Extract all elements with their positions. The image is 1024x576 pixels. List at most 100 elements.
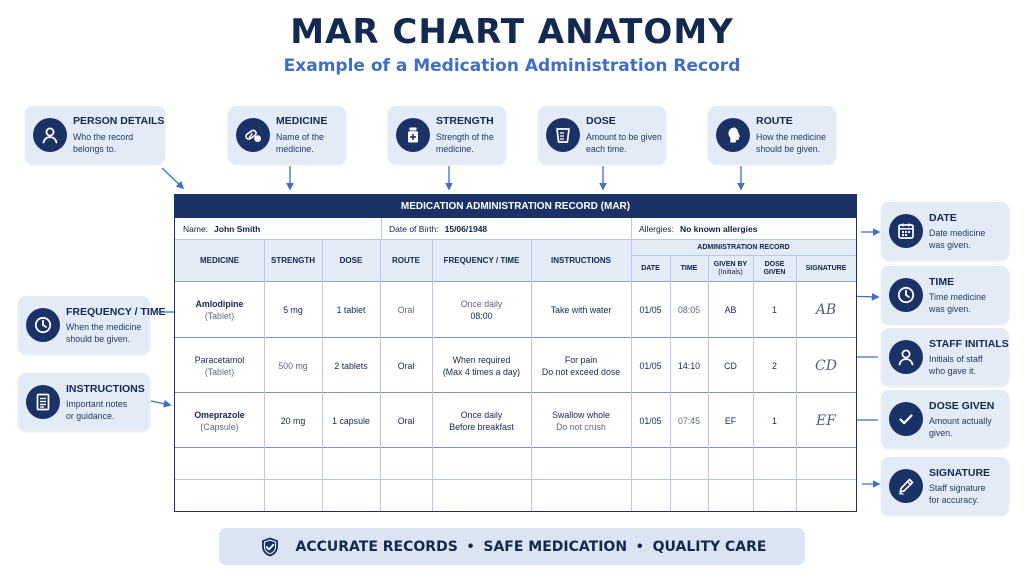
table-row-3-dose: 1 capsule	[332, 415, 370, 426]
callout-desc: Who the record belongs to.	[73, 132, 134, 154]
table-row-3-dose-given: 1	[772, 415, 777, 426]
header-dose-given: DOSE GIVEN	[763, 261, 786, 276]
callout-desc: Time medicine was given.	[929, 292, 986, 314]
allergies-cell: Allergies: No known allergies	[639, 224, 758, 234]
table-row-1-dose: 1 tablet	[336, 305, 366, 315]
clock-icon	[889, 278, 923, 312]
header-given-by: GIVEN BY (Initials)	[713, 261, 748, 276]
table-row-2-date: 01/05	[639, 360, 662, 371]
head-icon	[716, 118, 750, 152]
callout-title: SIGNATURE	[929, 467, 991, 479]
table-row-3-frequency: Once daily Before breakfast	[449, 409, 514, 432]
table-row-3-route: Oral	[397, 415, 415, 426]
footer-banner: ACCURATE RECORDS • SAFE MEDICATION • QUA…	[219, 528, 805, 565]
table-row-1-initials: AB	[724, 305, 737, 315]
table-row-2-instructions: For pain Do not exceed dose	[541, 354, 621, 377]
header-dose: DOSE	[339, 256, 363, 265]
table-row-3-instructions: Swallow whole Do not crush	[552, 409, 610, 432]
callout-title: MEDICINE	[276, 115, 328, 127]
bottle-icon	[396, 118, 430, 152]
callout-person-details: PERSON DETAILS Who the record belongs to.	[25, 106, 165, 164]
table-header-bg	[175, 240, 856, 282]
table-row-3-signature: EF	[816, 412, 836, 429]
table-row-1-medicine: Amlodipine (Tablet)	[195, 299, 244, 321]
callout-time: TIME Time medicine was given.	[881, 266, 1009, 324]
header-administration-record: ADMINISTRATION RECORD	[631, 240, 856, 256]
header-time: TIME	[680, 265, 698, 272]
name-cell: Name: John Smith	[183, 224, 261, 234]
footer-separator: •	[467, 537, 474, 555]
callout-title: STRENGTH	[436, 115, 494, 127]
callout-staff-initials: STAFF INITIALS Initials of staff who gave…	[881, 328, 1009, 386]
header-route: ROUTE	[392, 256, 420, 265]
callout-desc: Strength of the medicine.	[436, 132, 494, 154]
table-row-1-frequency: Once daily 08:00	[460, 299, 503, 321]
callout-title: INSTRUCTIONS	[66, 383, 145, 395]
callout-desc: Amount actually given.	[929, 416, 992, 438]
table-row-2-dose-given: 2	[772, 360, 777, 371]
footer-separator: •	[637, 537, 643, 555]
callout-desc: Initials of staff who gave it.	[929, 354, 983, 376]
mar-title: MEDICATION ADMINISTRATION RECORD (MAR)	[175, 195, 856, 218]
callout-desc: Staff signature for accuracy.	[929, 483, 986, 505]
callout-title: ROUTE	[756, 115, 793, 127]
table-row-2-medicine: Paracetamol (Tablet)	[194, 354, 245, 377]
document-icon	[26, 385, 60, 419]
calendar-icon	[889, 214, 923, 248]
callout-signature: SIGNATURE Staff signature for accuracy.	[881, 457, 1009, 515]
table-row-3-medicine: Omeprazole (Capsule)	[194, 409, 245, 432]
person-icon	[33, 118, 67, 152]
table-row-3-initials: EF	[724, 415, 737, 426]
callout-title: DATE	[929, 212, 957, 224]
table-row-1-strength: 5 mg	[283, 305, 303, 315]
pen-icon	[889, 469, 923, 503]
callout-title: DOSE	[586, 115, 616, 127]
page-title: MAR CHART ANATOMY	[290, 12, 734, 52]
table-row-2-dose: 2 tablets	[334, 360, 368, 371]
header-instructions: INSTRUCTIONS	[551, 256, 611, 265]
check-icon	[889, 402, 923, 436]
header-strength: STRENGTH	[271, 256, 315, 265]
header-frequency: FREQUENCY / TIME	[443, 256, 520, 265]
table-row-1-signature: AB	[815, 302, 837, 318]
callout-desc: Amount to be given each time.	[586, 132, 662, 154]
callout-dose: DOSE Amount to be given each time.	[538, 106, 666, 164]
person-info-row: Name: John Smith Date of Birth: 15/06/1948…	[175, 218, 856, 240]
callout-frequency-time: FREQUENCY / TIME When the medicine should…	[18, 296, 166, 354]
table-row-2-route: Oral	[397, 360, 415, 371]
header-date: DATE	[641, 265, 660, 272]
mar-table: MEDICATION ADMINISTRATION RECORD (MAR) N…	[174, 194, 857, 512]
person-icon	[889, 340, 923, 374]
table-row-3-strength: 20 mg	[280, 415, 306, 426]
callout-strength: STRENGTH Strength of the medicine.	[388, 106, 506, 164]
table-row-2-strength: 500 mg	[278, 360, 308, 371]
footer-quality-care: QUALITY CARE	[652, 538, 767, 555]
table-row-3-time: 07:45	[677, 415, 700, 426]
callout-title: STAFF INITIALS	[929, 338, 1009, 350]
header-medicine: MEDICINE	[199, 256, 240, 265]
footer-accurate-records: ACCURATE RECORDS	[295, 538, 458, 555]
callout-desc: When the medicine should be given.	[66, 322, 142, 344]
arrow-instructions	[150, 399, 172, 408]
table-row-3-date: 01/05	[639, 415, 662, 426]
table-row-1-route: Oral	[397, 305, 415, 315]
arrow-person	[161, 167, 185, 190]
callout-title: FREQUENCY / TIME	[66, 306, 166, 318]
callout-desc: Important notes or guidance.	[66, 399, 128, 421]
table-row-2-signature: CD	[815, 357, 837, 374]
table-row-1-dose-given: 1	[772, 305, 777, 315]
callout-desc: How the medicine should be given.	[756, 132, 826, 154]
callout-dose-given: DOSE GIVEN Amount actually given.	[881, 390, 1009, 448]
pills-icon	[236, 118, 270, 152]
cup-icon	[546, 118, 580, 152]
clock-icon	[26, 308, 60, 342]
callout-title: TIME	[929, 276, 955, 288]
table-row-1-time: 08:05	[677, 305, 700, 315]
callout-route: ROUTE How the medicine should be given.	[708, 106, 836, 164]
callout-title: DOSE GIVEN	[929, 400, 995, 412]
table-row-2-initials: CD	[724, 360, 737, 371]
shield-check-icon	[261, 537, 278, 556]
table-row-1-date: 01/05	[639, 305, 662, 315]
callout-desc: Date medicine was given.	[929, 228, 986, 250]
